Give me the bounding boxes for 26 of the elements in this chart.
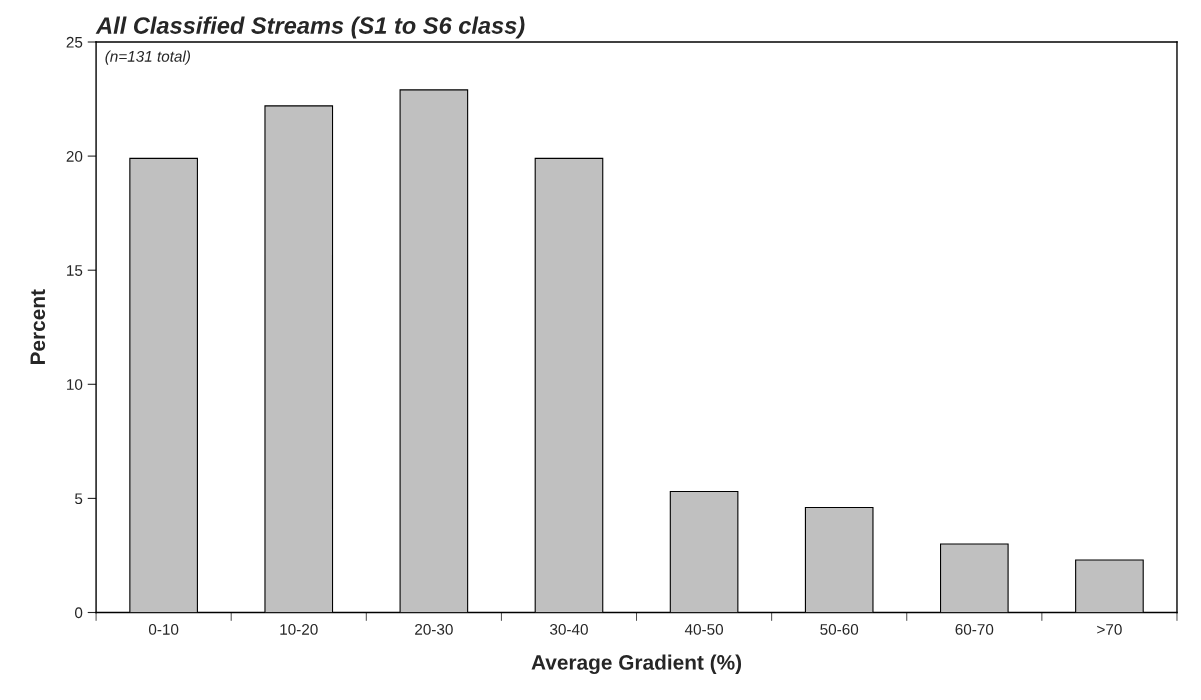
x-tick-label: 20-30 (415, 624, 453, 635)
x-axis-title: Average Gradient (%) (531, 654, 742, 675)
annotation: (n=131 total) (105, 50, 191, 65)
bar (534, 157, 604, 613)
bar (669, 490, 739, 613)
y-tick-label: 25 (66, 36, 83, 48)
bar (804, 506, 874, 613)
x-tick-label: 0-10 (148, 624, 179, 635)
bar (399, 89, 469, 613)
y-tick-label: 15 (67, 265, 83, 276)
y-tick-label: 5 (75, 493, 83, 505)
x-tick-label: 10-20 (280, 624, 318, 635)
y-tick-label: 0 (74, 607, 83, 619)
x-tick-label: 30-40 (550, 624, 588, 635)
x-tick-label: 50-60 (820, 624, 859, 635)
x-tick-label: 60-70 (955, 624, 994, 635)
y-axis-title: Percent (30, 289, 46, 365)
chart-title: All Classified Streams (S1 to S6 class) (95, 16, 525, 39)
x-tick-label: >70 (1097, 624, 1122, 635)
y-tick-label: 10 (67, 379, 83, 390)
bar (264, 105, 334, 613)
y-tick-label: 20 (66, 150, 83, 162)
x-tick-label: 40-50 (684, 624, 724, 635)
bar (129, 157, 198, 613)
bar (1075, 559, 1144, 613)
bar (939, 543, 1009, 613)
